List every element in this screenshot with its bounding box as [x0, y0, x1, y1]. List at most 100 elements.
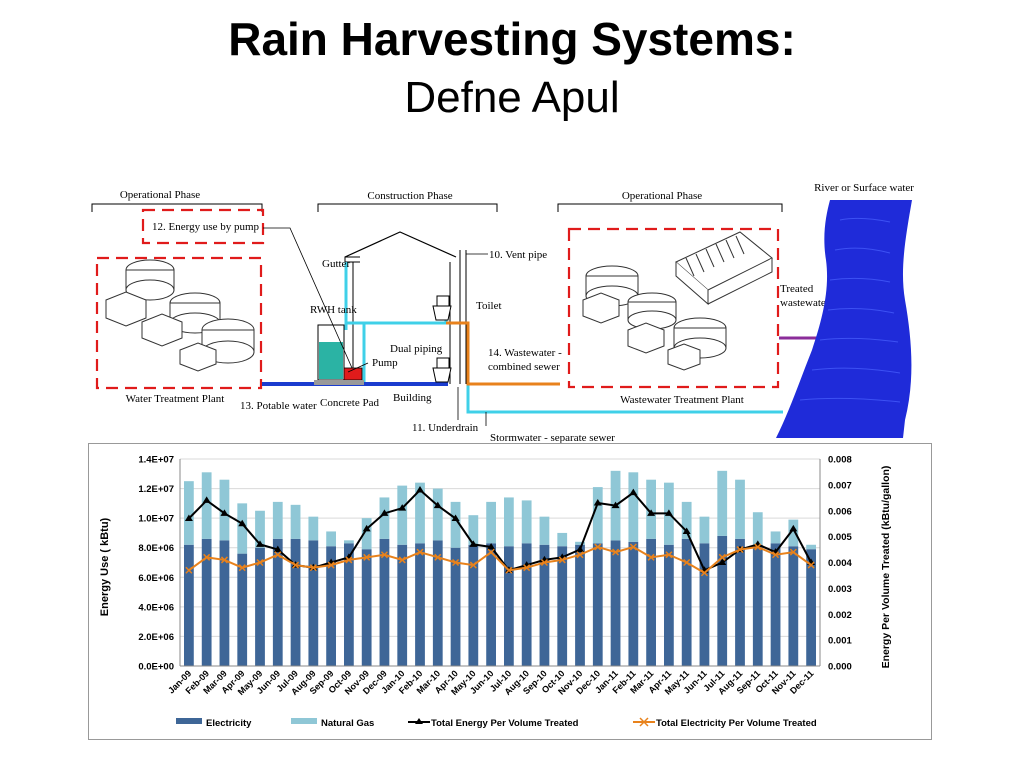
y2-tick-label: 0.002 [828, 610, 852, 621]
bar-natural-gas [450, 501, 461, 548]
bar-natural-gas [735, 479, 745, 539]
point-total-electricity [220, 556, 228, 564]
bar-natural-gas [397, 485, 408, 545]
bar-electricity [272, 538, 283, 666]
label-building: Building [393, 392, 432, 404]
point-total-electricity [274, 551, 282, 559]
bar-electricity [557, 546, 568, 666]
bar-electricity [326, 546, 336, 666]
point-total-energy [202, 496, 211, 503]
label-potable-water: 13. Potable water [240, 400, 317, 412]
point-total-electricity [327, 561, 335, 569]
point-total-electricity [203, 553, 211, 561]
legend-swatch-natural-gas [291, 718, 317, 724]
bar-natural-gas [628, 472, 639, 542]
point-total-electricity [452, 558, 460, 567]
point-total-energy [789, 524, 798, 532]
point-total-electricity [345, 556, 353, 564]
y-tick-label: 1.2E+07 [138, 484, 174, 495]
label-stormwater: Stormwater - separate sewer [490, 432, 615, 444]
slide-title: Rain Harvesting Systems: [228, 13, 796, 65]
point-total-energy [238, 519, 247, 527]
label-dual-piping: Dual piping [390, 343, 443, 355]
bar-natural-gas [788, 519, 799, 547]
point-total-energy [487, 542, 496, 550]
label-energy-pump: 12. Energy use by pump [152, 221, 260, 233]
chart-legend: Electricity Natural Gas Total Energy Per… [176, 717, 817, 729]
point-total-electricity [629, 543, 637, 551]
y-tick-label: 1.4E+07 [138, 455, 174, 466]
water-treatment-plant-icon [105, 259, 255, 372]
point-total-energy [629, 488, 638, 496]
phase-label-operational-1: Operational Phase [120, 189, 200, 201]
bar-electricity [646, 538, 656, 666]
bar-natural-gas [432, 488, 443, 541]
y-tick-label: 8.0E+06 [138, 543, 174, 554]
bar-electricity [752, 544, 763, 666]
bar-electricity [308, 540, 319, 666]
bar-electricity [219, 540, 230, 666]
bar-natural-gas [237, 503, 248, 554]
point-total-electricity [665, 551, 673, 559]
point-total-electricity [647, 553, 655, 561]
bar-natural-gas [539, 516, 550, 545]
bar-natural-gas [379, 497, 390, 539]
point-total-energy [611, 501, 620, 509]
bar-natural-gas [806, 544, 816, 550]
point-total-energy [433, 501, 442, 509]
bar-electricity [237, 553, 248, 666]
point-total-energy [380, 509, 389, 516]
point-total-electricity [434, 553, 442, 561]
bar-electricity [379, 538, 390, 666]
bar-natural-gas [344, 540, 354, 544]
concrete-pad [314, 380, 364, 385]
point-total-electricity [309, 564, 317, 572]
label-pump: Pump [372, 357, 398, 369]
y2-tick-label: 0.000 [828, 662, 852, 673]
bar-electricity [184, 544, 194, 666]
label-underdrain: 11. Underdrain [412, 422, 479, 434]
point-total-electricity [469, 561, 477, 569]
bar-electricity [592, 543, 603, 666]
point-total-energy [398, 504, 407, 511]
bar-electricity [361, 549, 372, 666]
bar-electricity [770, 543, 781, 666]
y2-tick-label: 0.003 [828, 584, 852, 595]
y2-tick-label: 0.004 [828, 558, 852, 569]
bar-electricity [201, 538, 212, 666]
point-total-energy [647, 509, 656, 516]
legend-label-electricity: Electricity [206, 718, 252, 729]
point-total-electricity [523, 564, 531, 572]
bar-natural-gas [646, 479, 656, 539]
point-total-energy [220, 509, 229, 516]
bar-natural-gas [486, 501, 496, 544]
bar-natural-gas [468, 515, 479, 545]
energy-chart: 0.0E+00 2.0E+06 4.0E+06 6.0E+06 8.0E+06 1.0E+… [88, 443, 932, 740]
legend-label-total-electricity: Total Electricity Per Volume Treated [656, 718, 817, 729]
bar-natural-gas [752, 512, 763, 545]
point-total-electricity [487, 548, 495, 556]
point-total-electricity [238, 564, 246, 572]
toilet-icons [432, 295, 452, 383]
chart-bars [184, 470, 816, 666]
bar-electricity [681, 538, 692, 666]
bar-natural-gas [326, 531, 336, 547]
label-treated-1: Treated [780, 283, 814, 295]
y2-tick-label: 0.008 [828, 455, 852, 466]
y-tick-label: 4.0E+06 [138, 602, 174, 613]
point-total-energy [451, 514, 460, 522]
bar-electricity [806, 549, 816, 666]
y-tick-label: 1.0E+07 [138, 514, 174, 525]
point-total-energy [469, 540, 478, 547]
bar-natural-gas [255, 510, 265, 548]
point-total-energy [664, 509, 673, 516]
point-total-electricity [594, 543, 602, 551]
label-gutter: Gutter [322, 258, 350, 270]
point-total-electricity [807, 561, 815, 569]
bar-electricity [788, 546, 799, 666]
chart-lines [184, 486, 816, 577]
point-total-electricity [398, 556, 406, 564]
bar-electricity [450, 547, 461, 666]
bar-electricity [432, 540, 443, 666]
point-total-electricity [683, 558, 691, 567]
